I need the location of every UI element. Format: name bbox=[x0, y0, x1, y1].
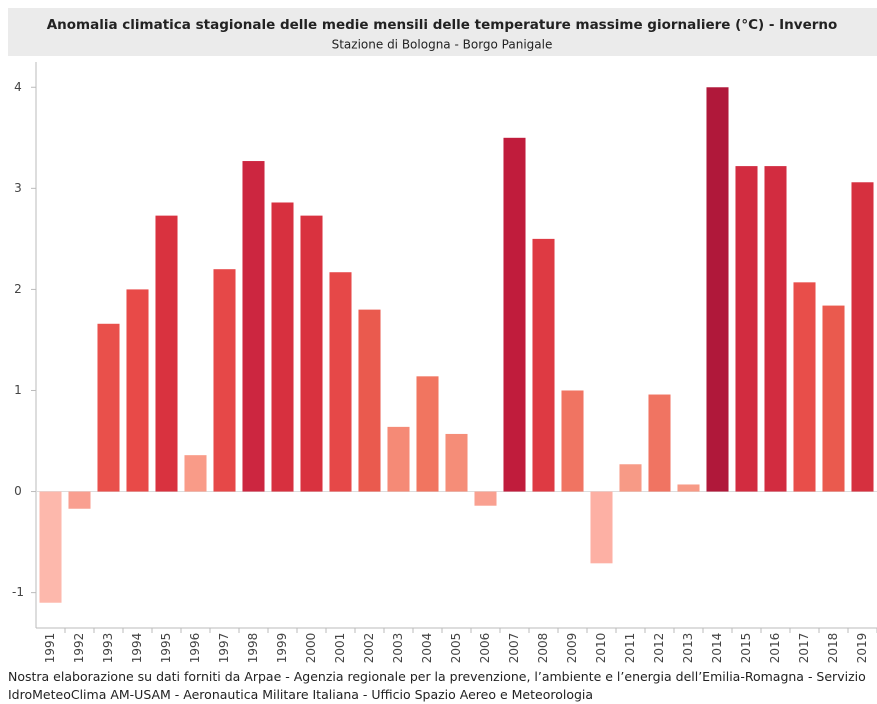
chart-title: Anomalia climatica stagionale delle medi… bbox=[47, 17, 838, 33]
x-tick-label: 2008 bbox=[536, 633, 550, 664]
bar bbox=[126, 289, 149, 492]
bar bbox=[445, 433, 468, 492]
x-tick-label: 2006 bbox=[478, 633, 492, 664]
bar bbox=[242, 161, 265, 492]
y-tick-label: 1 bbox=[14, 383, 22, 397]
bar bbox=[416, 376, 439, 492]
x-tick-label: 2010 bbox=[594, 633, 608, 664]
y-tick-label: 4 bbox=[14, 80, 22, 94]
x-tick-label: 2007 bbox=[507, 633, 521, 664]
y-tick-label: 2 bbox=[14, 282, 22, 296]
x-tick-label: 2015 bbox=[739, 633, 753, 664]
x-tick-label: 1998 bbox=[246, 633, 260, 664]
chart-subtitle: Stazione di Bologna - Borgo Panigale bbox=[332, 38, 553, 52]
bar bbox=[358, 309, 381, 492]
x-tick-label: 1993 bbox=[101, 633, 115, 664]
bar bbox=[503, 137, 526, 492]
x-tick-label: 2018 bbox=[826, 633, 840, 664]
x-tick-label: 1991 bbox=[43, 633, 57, 664]
x-tick-label: 2011 bbox=[623, 633, 637, 664]
bar bbox=[271, 202, 294, 492]
footer-line: Nostra elaborazione su dati forniti da A… bbox=[8, 669, 866, 684]
bar bbox=[677, 484, 700, 492]
x-tick-label: 2004 bbox=[420, 633, 434, 664]
x-tick-label: 2014 bbox=[710, 633, 724, 664]
bar bbox=[590, 491, 613, 564]
bar bbox=[619, 464, 642, 492]
bar bbox=[39, 491, 62, 603]
footer-line: IdroMeteoClima AM-USAM - Aeronautica Mil… bbox=[8, 687, 593, 702]
bar bbox=[387, 426, 410, 492]
x-tick-label: 2016 bbox=[768, 633, 782, 664]
x-tick-label: 1994 bbox=[130, 633, 144, 664]
bar bbox=[561, 390, 584, 492]
bar bbox=[851, 182, 874, 492]
x-tick-label: 2019 bbox=[855, 633, 869, 664]
bar bbox=[822, 305, 845, 492]
x-tick-label: 2017 bbox=[797, 633, 811, 664]
x-tick-label: 2001 bbox=[333, 633, 347, 664]
bar bbox=[300, 215, 323, 492]
bar bbox=[764, 166, 787, 492]
bar bbox=[706, 87, 729, 492]
bar bbox=[184, 455, 207, 492]
y-tick-label: -1 bbox=[12, 585, 24, 599]
y-tick-label: 0 bbox=[14, 484, 22, 498]
x-tick-label: 2009 bbox=[565, 633, 579, 664]
x-tick-label: 1996 bbox=[188, 633, 202, 664]
bar bbox=[532, 238, 555, 492]
bar bbox=[68, 491, 91, 509]
bar bbox=[213, 269, 236, 492]
x-tick-label: 1995 bbox=[159, 633, 173, 664]
bar bbox=[735, 166, 758, 492]
x-tick-label: 2000 bbox=[304, 633, 318, 664]
bar bbox=[793, 282, 816, 492]
x-tick-label: 1997 bbox=[217, 633, 231, 664]
bar bbox=[329, 272, 352, 492]
bar bbox=[648, 394, 671, 492]
x-tick-label: 2003 bbox=[391, 633, 405, 664]
y-tick-label: 3 bbox=[14, 181, 22, 195]
bar bbox=[155, 215, 178, 492]
x-tick-label: 1992 bbox=[72, 633, 86, 664]
title-band bbox=[8, 8, 877, 56]
bar bbox=[97, 323, 120, 492]
x-tick-label: 2013 bbox=[681, 633, 695, 664]
bar bbox=[474, 491, 497, 506]
x-tick-label: 2012 bbox=[652, 633, 666, 664]
x-tick-label: 2002 bbox=[362, 633, 376, 664]
x-tick-label: 2005 bbox=[449, 633, 463, 664]
x-tick-label: 1999 bbox=[275, 633, 289, 664]
